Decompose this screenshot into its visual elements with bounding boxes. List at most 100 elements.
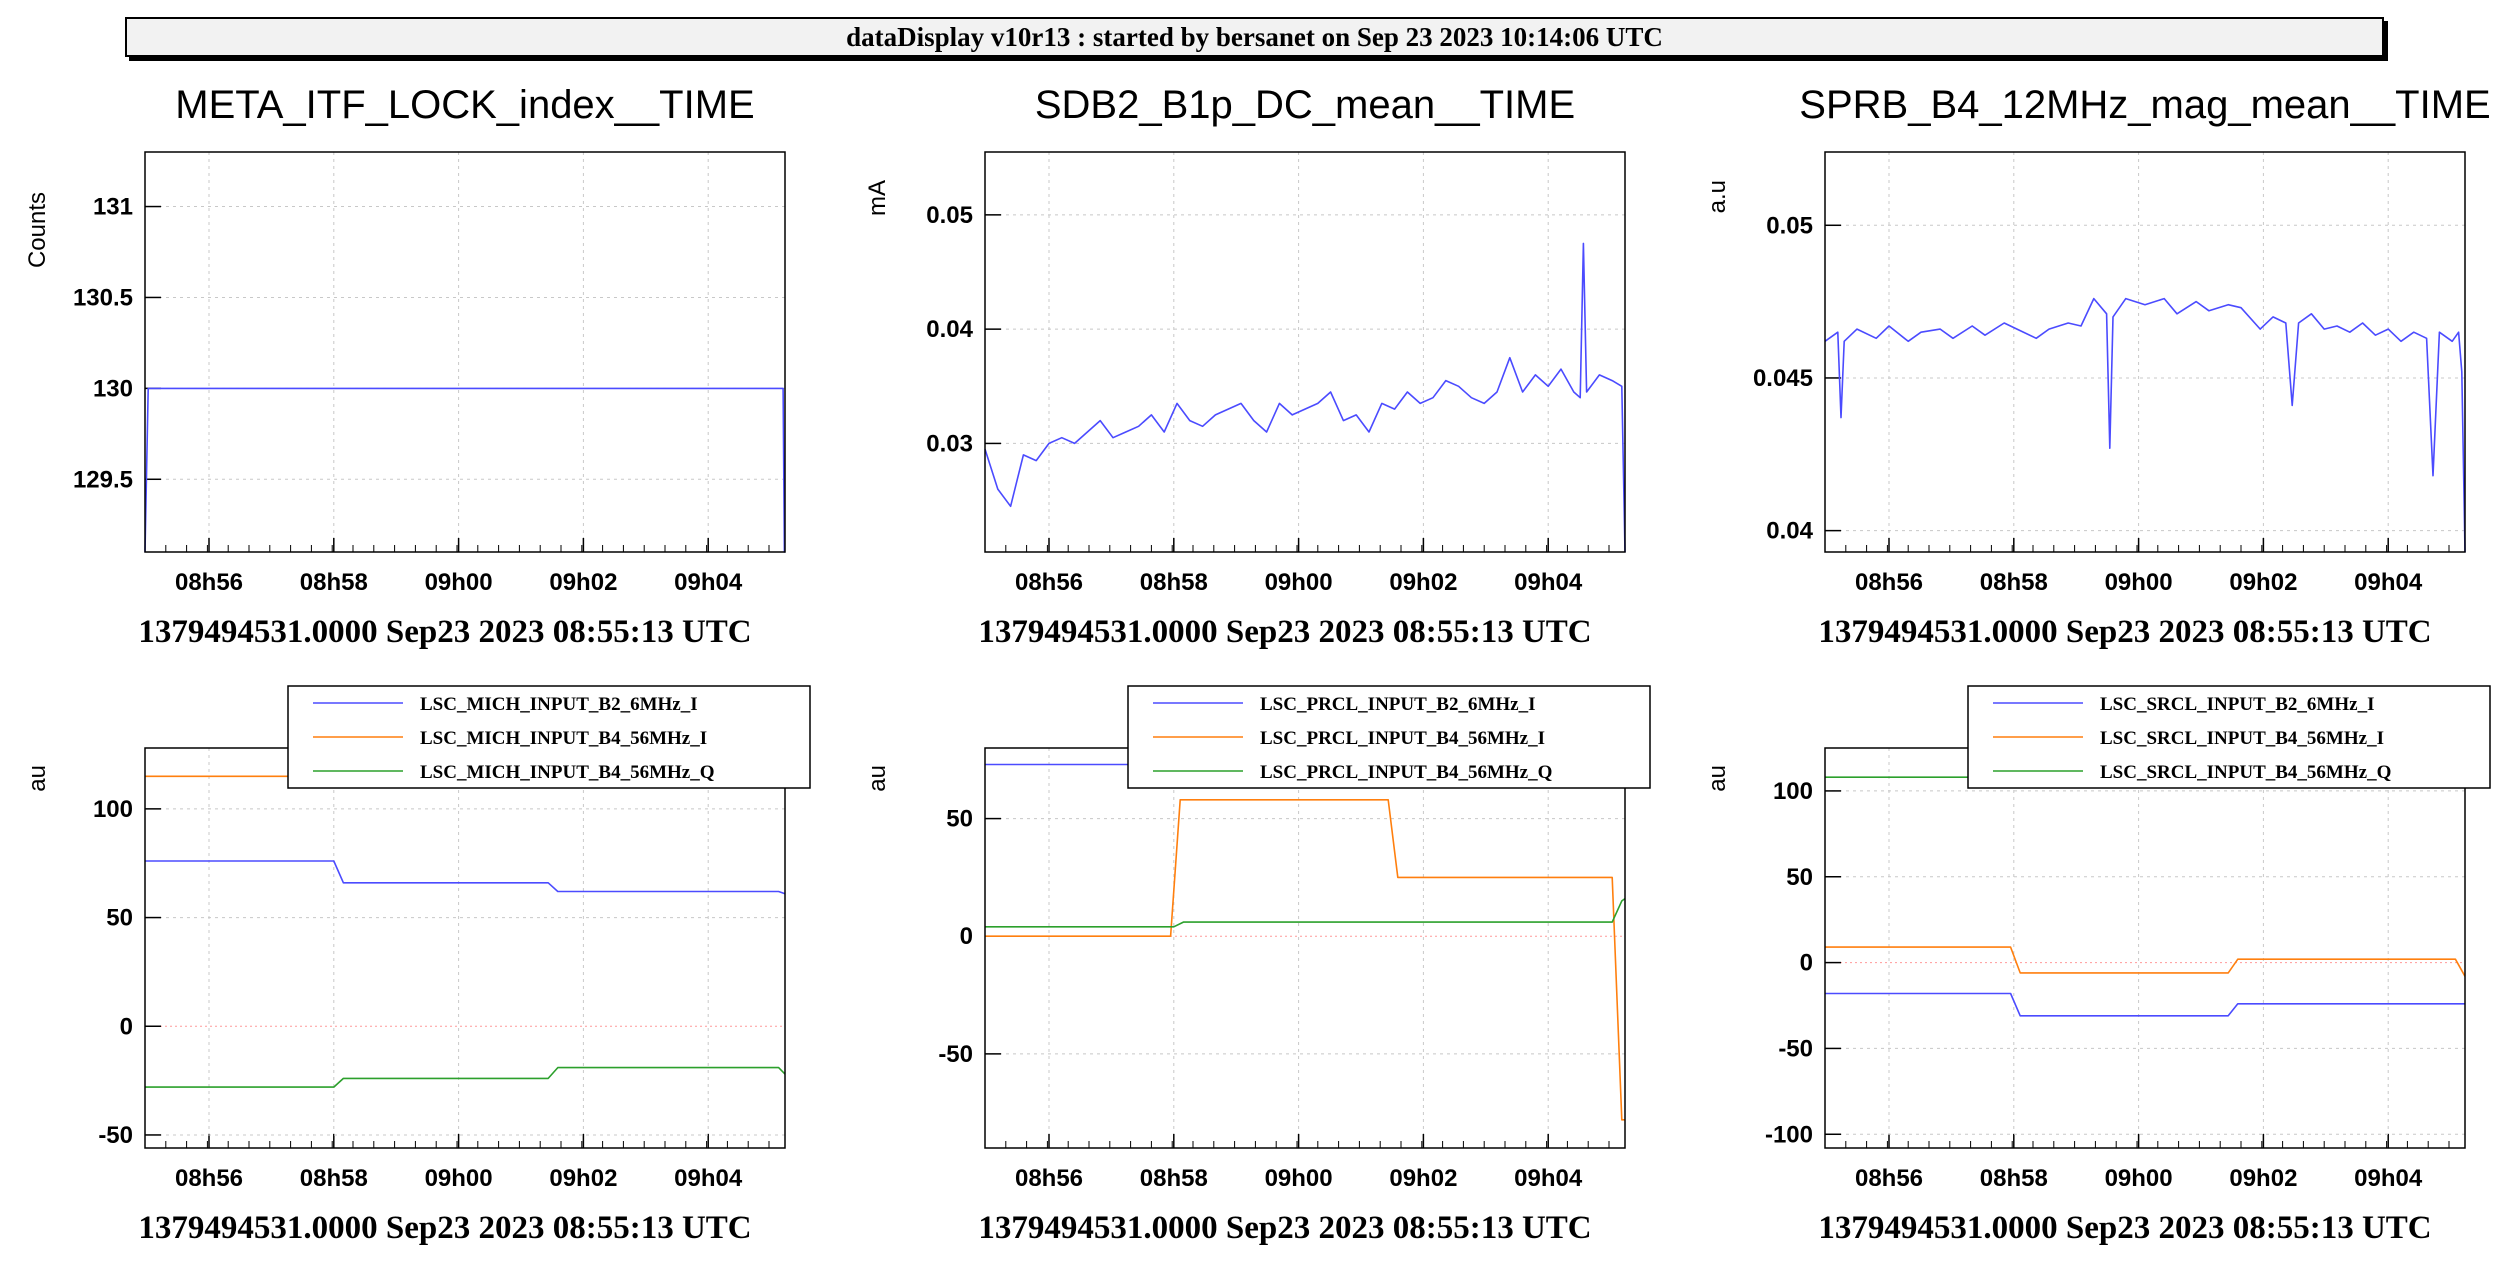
x-tick-label: 09h04 [674, 1165, 743, 1192]
y-tick-label: 129.5 [73, 466, 133, 493]
series-line-orange [1825, 946, 2466, 977]
y-tick-label: 130 [93, 375, 133, 402]
y-axis-label: Counts [24, 192, 51, 268]
chart-panel-3: 08h56 08h58 09h00 09h02 09h04 0.04 0.045 0.05 SP… [1704, 83, 2491, 650]
legend-label: LSC_MICH_INPUT_B2_6MHz_I [420, 694, 698, 715]
chart-title: SPRB_B4_12MHz_mag_mean__TIME [1799, 83, 2490, 127]
x-tick-label: 09h00 [425, 569, 493, 596]
display-header: dataDisplay v10r13 : started by bersanet… [125, 17, 2384, 57]
x-tick-label: 08h56 [1855, 569, 1923, 596]
y-tick-label: -50 [1778, 1035, 1813, 1062]
x-tick-label: 09h00 [2105, 569, 2173, 596]
x-tick-label: 09h02 [549, 569, 617, 596]
x-tick-label: 08h58 [1140, 569, 1208, 596]
footer-timestamp: 1379494531.0000 Sep23 2023 08:55:13 UTC [138, 614, 751, 650]
y-tick-label: 0 [120, 1013, 133, 1040]
chart-title: SDB2_B1p_DC_mean__TIME [1035, 83, 1575, 127]
plot-frame [1824, 151, 2466, 553]
legend-label: LSC_SRCL_INPUT_B4_56MHz_Q [2100, 762, 2391, 783]
plot-area [145, 152, 785, 552]
x-tick-label: 08h56 [1855, 1165, 1923, 1192]
chart-panel-1: 08h56 08h58 09h00 09h02 09h04 129.5 130 130.5 13… [24, 83, 786, 650]
x-tick-label: 09h02 [2229, 1165, 2297, 1192]
y-tick-label: 0.03 [926, 430, 973, 457]
x-tick-label: 09h04 [2354, 569, 2423, 596]
y-tick-label: -50 [98, 1122, 133, 1149]
x-tick-label: 08h58 [1140, 1165, 1208, 1192]
legend-label: LSC_PRCL_INPUT_B2_6MHz_I [1260, 694, 1536, 715]
footer-timestamp: 1379494531.0000 Sep23 2023 08:55:13 UTC [1818, 614, 2431, 650]
x-tick-label: 09h04 [2354, 1165, 2423, 1192]
footer-timestamp: 1379494531.0000 Sep23 2023 08:55:13 UTC [978, 614, 1591, 650]
series-line-blue [145, 860, 786, 895]
legend-label: LSC_SRCL_INPUT_B4_56MHz_I [2100, 728, 2384, 749]
x-tick-label: 08h58 [1980, 569, 2048, 596]
chart-panel-6: 08h56 08h58 09h00 09h02 09h04 -100 -50 0 50 100 au… [1704, 685, 2491, 1246]
x-tick-label: 08h58 [300, 1165, 368, 1192]
y-tick-label: 100 [93, 796, 133, 823]
x-tick-label: 09h02 [549, 1165, 617, 1192]
chart-title: META_ITF_LOCK_index__TIME [175, 83, 754, 127]
legend-label: LSC_MICH_INPUT_B4_56MHz_Q [420, 762, 715, 783]
y-tick-label: 0.05 [1766, 212, 1813, 239]
plot-area [1825, 748, 2465, 1148]
legend-label: LSC_SRCL_INPUT_B2_6MHz_I [2100, 694, 2374, 715]
x-tick-label: 09h02 [2229, 569, 2297, 596]
legend-label: LSC_PRCL_INPUT_B4_56MHz_Q [1260, 762, 1552, 783]
y-axis-label: au [864, 765, 891, 792]
y-tick-label: 130.5 [73, 284, 133, 311]
y-axis-label: mA [864, 180, 891, 216]
series-line-blue [984, 242, 1626, 553]
chart-panel-2: 08h56 08h58 09h00 09h02 09h04 0.03 0.04 0.05 SDB… [864, 83, 1626, 650]
x-tick-label: 09h04 [1514, 569, 1583, 596]
chart-panel-4: 08h56 08h58 09h00 09h02 09h04 -50 0 50 100 au 1379… [24, 685, 811, 1246]
series-line-orange [985, 799, 1625, 1121]
y-tick-label: 50 [946, 806, 973, 833]
y-axis-label: a.u [1704, 180, 1731, 213]
y-tick-label: 50 [1786, 864, 1813, 891]
y-axis-label: au [24, 765, 51, 792]
x-tick-label: 08h56 [1015, 1165, 1083, 1192]
footer-timestamp: 1379494531.0000 Sep23 2023 08:55:13 UTC [978, 1210, 1591, 1246]
series-line-green [985, 897, 1626, 928]
chart-legend: LSC_MICH_INPUT_B2_6MHz_I LSC_MICH_INPUT_B… [287, 685, 811, 789]
x-tick-label: 08h56 [175, 1165, 243, 1192]
y-tick-label: -50 [938, 1041, 973, 1068]
chart-legend: LSC_PRCL_INPUT_B2_6MHz_I LSC_PRCL_INPUT_B… [1127, 685, 1651, 789]
legend-label: LSC_MICH_INPUT_B4_56MHz_I [420, 728, 707, 749]
x-tick-label: 09h00 [1265, 1165, 1333, 1192]
y-tick-label: 100 [1773, 778, 1813, 805]
x-tick-label: 09h04 [1514, 1165, 1583, 1192]
x-tick-label: 08h56 [1015, 569, 1083, 596]
footer-timestamp: 1379494531.0000 Sep23 2023 08:55:13 UTC [138, 1210, 751, 1246]
chart-legend: LSC_SRCL_INPUT_B2_6MHz_I LSC_SRCL_INPUT_B… [1967, 685, 2491, 789]
series-line-green [145, 1066, 786, 1088]
x-tick-label: 09h04 [674, 569, 743, 596]
x-tick-label: 09h02 [1389, 569, 1457, 596]
series-line-blue [1824, 297, 2466, 553]
y-tick-label: 0.05 [926, 202, 973, 229]
series-line-blue [1825, 992, 2465, 1017]
plot-area [985, 748, 1625, 1148]
footer-timestamp: 1379494531.0000 Sep23 2023 08:55:13 UTC [1818, 1210, 2431, 1246]
y-tick-label: 50 [106, 905, 133, 932]
x-tick-label: 08h58 [1980, 1165, 2048, 1192]
x-tick-label: 08h56 [175, 569, 243, 596]
chart-panel-5: 08h56 08h58 09h00 09h02 09h04 -50 0 50 au 1379494… [864, 685, 1651, 1246]
plot-area [145, 748, 785, 1148]
y-tick-label: 131 [93, 194, 133, 221]
y-tick-label: -100 [1765, 1121, 1813, 1148]
y-tick-label: 0.045 [1753, 365, 1813, 392]
x-tick-label: 09h02 [1389, 1165, 1457, 1192]
plot-frame [144, 151, 786, 553]
y-tick-label: 0 [1800, 950, 1813, 977]
x-tick-label: 09h00 [1265, 569, 1333, 596]
y-tick-label: 0.04 [1766, 518, 1813, 545]
plot-area [1825, 152, 2465, 552]
display-header-title: dataDisplay v10r13 : started by bersanet… [846, 21, 1663, 52]
y-axis-label: au [1704, 765, 1731, 792]
legend-label: LSC_PRCL_INPUT_B4_56MHz_I [1260, 728, 1545, 749]
plot-area [985, 152, 1625, 552]
x-tick-label: 09h00 [425, 1165, 493, 1192]
